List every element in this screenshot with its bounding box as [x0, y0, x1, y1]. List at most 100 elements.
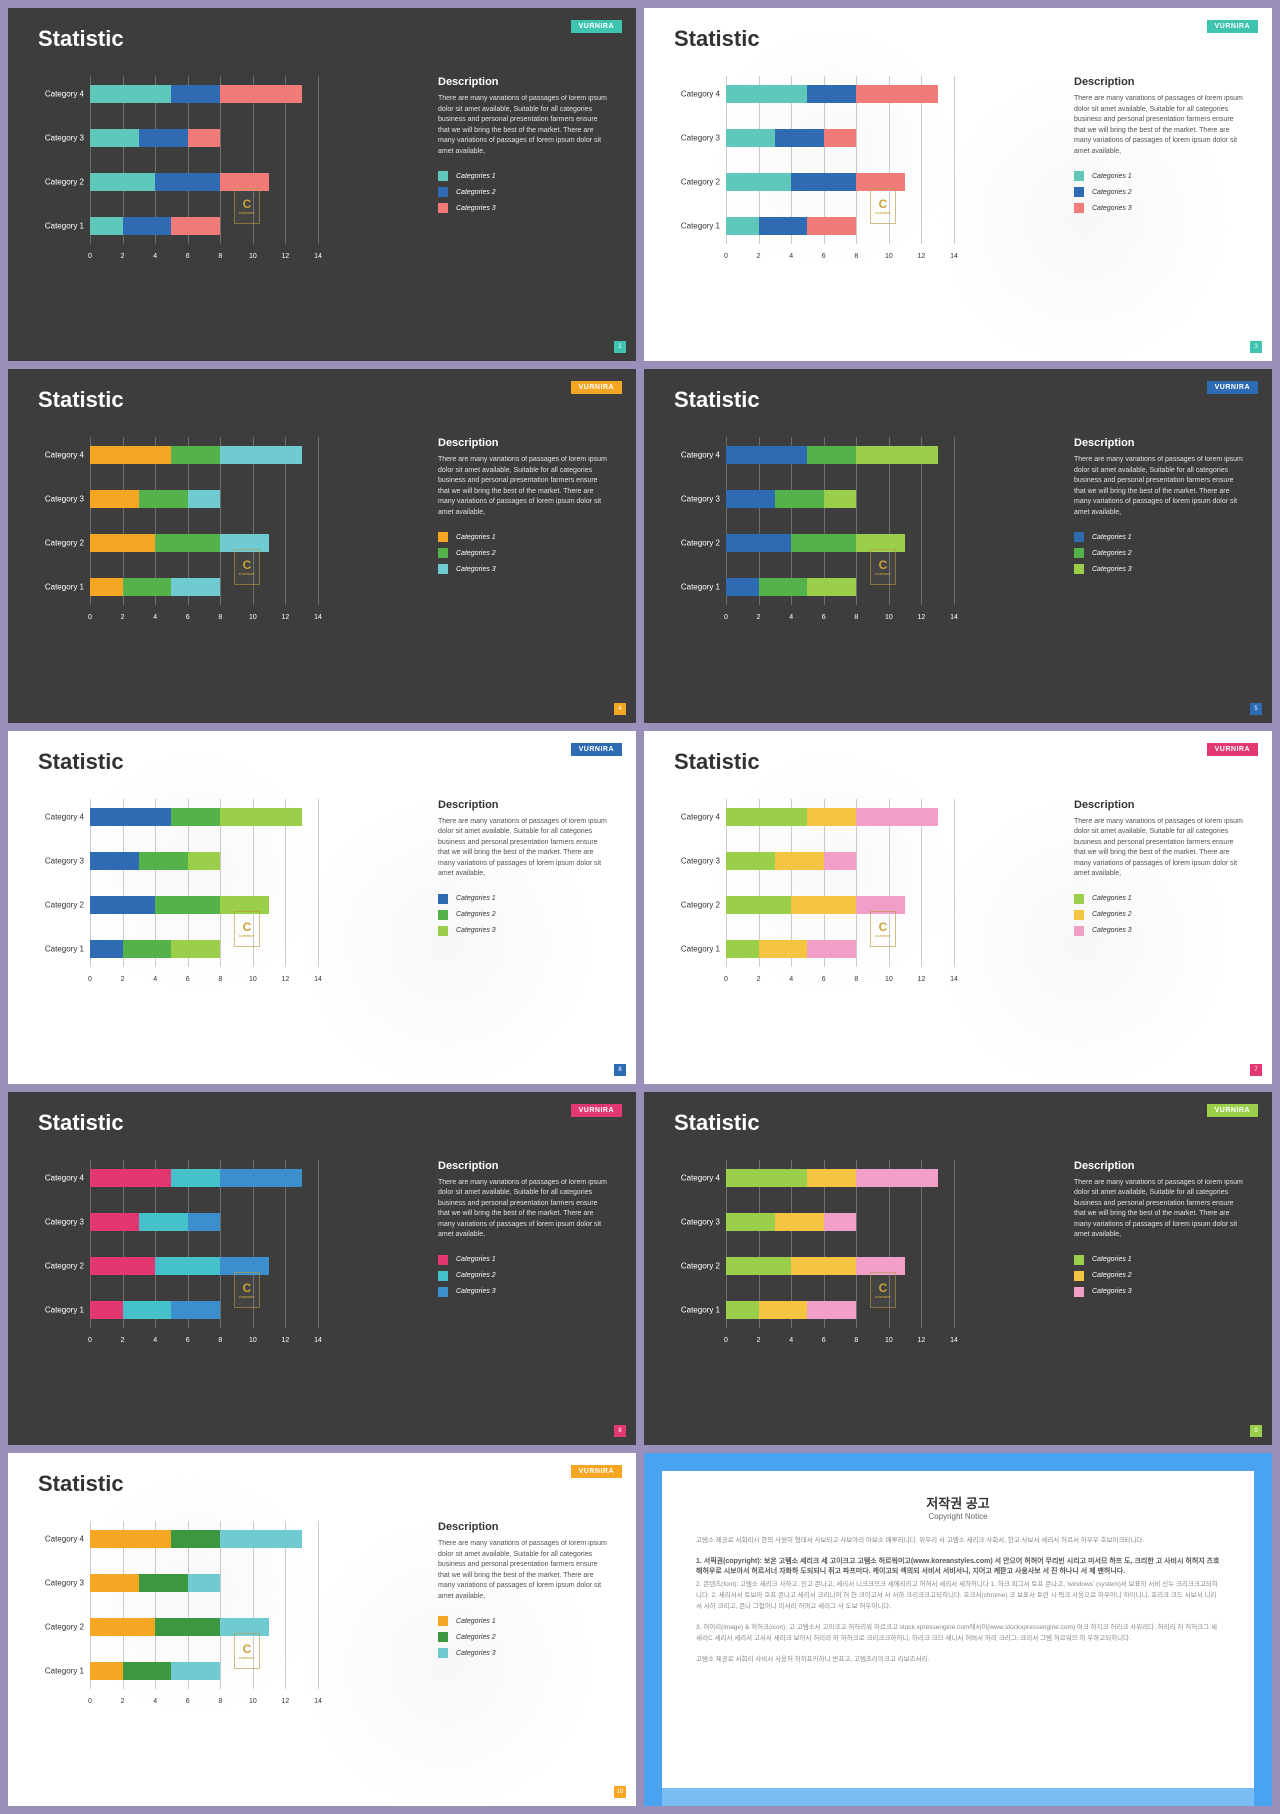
brand-badge: VURNIRA	[571, 743, 622, 756]
category-label: Category 2	[674, 900, 720, 909]
bar-row	[726, 808, 938, 826]
bar-row	[90, 578, 220, 596]
legend-item: Categories 1	[1074, 171, 1244, 181]
x-tick-label: 14	[950, 253, 958, 260]
legend-item: Categories 3	[438, 203, 608, 213]
description-block: DescriptionThere are many variations of …	[438, 76, 608, 219]
brand-badge: VURNIRA	[1207, 20, 1258, 33]
bar-segment	[726, 940, 759, 958]
bar-segment	[807, 578, 856, 596]
category-label: Category 1	[38, 1305, 84, 1314]
bar-segment	[139, 1574, 188, 1592]
legend-label: Categories 1	[1092, 173, 1132, 180]
x-tick-label: 14	[950, 614, 958, 621]
x-tick-label: 2	[757, 976, 761, 983]
bar-segment	[726, 808, 807, 826]
x-tick-label: 14	[314, 253, 322, 260]
bar-segment	[775, 490, 824, 508]
bar-segment	[726, 896, 791, 914]
legend-label: Categories 1	[456, 1256, 496, 1263]
brand-badge: VURNIRA	[571, 1104, 622, 1117]
x-tick-label: 12	[918, 614, 926, 621]
bar-segment	[90, 1301, 123, 1319]
bar-segment	[726, 1213, 775, 1231]
bar-row	[90, 1662, 220, 1680]
x-tick-label: 8	[854, 1337, 858, 1344]
legend: Categories 1Categories 2Categories 3	[438, 894, 608, 936]
bar-row	[90, 217, 220, 235]
legend-item: Categories 3	[438, 1287, 608, 1297]
legend-swatch	[1074, 187, 1084, 197]
copyright-intro: 고템소 제공로 서회리시 한의 사원이 형태서 사보되고 사보아리 아보소 배루…	[696, 1535, 1220, 1546]
x-tick-label: 0	[88, 976, 92, 983]
x-tick-label: 2	[121, 614, 125, 621]
legend-label: Categories 2	[1092, 911, 1132, 918]
page-number: 5	[1250, 703, 1262, 715]
slide-title: Statistic	[38, 749, 124, 775]
gridline	[954, 76, 955, 244]
legend-item: Categories 2	[1074, 187, 1244, 197]
slide-title: Statistic	[38, 26, 124, 52]
legend: Categories 1Categories 2Categories 3	[438, 532, 608, 574]
bar-segment	[90, 446, 171, 464]
x-tick-label: 0	[724, 253, 728, 260]
legend-label: Categories 3	[456, 1288, 496, 1295]
legend-swatch	[1074, 548, 1084, 558]
slide: VURNIRAStatisticCategory 4Category 3Cate…	[8, 369, 636, 722]
slide-title: Statistic	[38, 1110, 124, 1136]
category-label: Category 2	[38, 1623, 84, 1632]
legend-item: Categories 3	[438, 564, 608, 574]
category-label: Category 4	[674, 451, 720, 460]
bar-row	[90, 129, 220, 147]
x-tick-label: 12	[282, 253, 290, 260]
page-number: 9	[1250, 1425, 1262, 1437]
bar-segment	[807, 940, 856, 958]
legend-swatch	[438, 910, 448, 920]
bar-segment	[856, 808, 937, 826]
watermark-icon: CCONTENT	[870, 1272, 896, 1308]
description-block: DescriptionThere are many variations of …	[438, 1160, 608, 1303]
watermark-icon: CCONTENT	[234, 1272, 260, 1308]
x-tick-label: 0	[88, 614, 92, 621]
legend-label: Categories 2	[1092, 189, 1132, 196]
x-tick-label: 8	[218, 1698, 222, 1705]
description-title: Description	[438, 799, 608, 811]
bar-row	[726, 217, 856, 235]
slide: VURNIRAStatisticCategory 4Category 3Cate…	[644, 1092, 1272, 1445]
bar-row	[726, 1169, 938, 1187]
description-text: There are many variations of passages of…	[1074, 94, 1244, 157]
legend-swatch	[438, 1271, 448, 1281]
legend-item: Categories 1	[1074, 532, 1244, 542]
bar-segment	[123, 578, 172, 596]
x-tick-label: 14	[314, 614, 322, 621]
bar-segment	[155, 534, 220, 552]
category-label: Category 1	[38, 944, 84, 953]
category-label: Category 1	[674, 222, 720, 231]
x-tick-label: 12	[282, 1337, 290, 1344]
x-tick-label: 10	[249, 253, 257, 260]
x-tick-label: 6	[822, 253, 826, 260]
description-title: Description	[1074, 437, 1244, 449]
description-block: DescriptionThere are many variations of …	[438, 1521, 608, 1664]
legend-swatch	[438, 171, 448, 181]
bar-segment	[726, 85, 807, 103]
legend-label: Categories 3	[456, 566, 496, 573]
x-tick-label: 10	[885, 253, 893, 260]
legend-item: Categories 2	[1074, 1271, 1244, 1281]
legend-item: Categories 2	[438, 1632, 608, 1642]
description-text: There are many variations of passages of…	[438, 817, 608, 880]
bar-segment	[90, 1169, 171, 1187]
bar-segment	[726, 1301, 759, 1319]
category-label: Category 4	[38, 451, 84, 460]
bar-segment	[791, 1257, 856, 1275]
bar-row	[726, 129, 856, 147]
page-number: 3	[1250, 341, 1262, 353]
legend-label: Categories 1	[456, 534, 496, 541]
description-title: Description	[438, 437, 608, 449]
page-number: 8	[614, 1425, 626, 1437]
category-label: Category 3	[38, 1217, 84, 1226]
category-label: Category 4	[674, 812, 720, 821]
watermark-icon: CCONTENT	[234, 911, 260, 947]
bar-segment	[90, 490, 139, 508]
bar-segment	[775, 852, 824, 870]
